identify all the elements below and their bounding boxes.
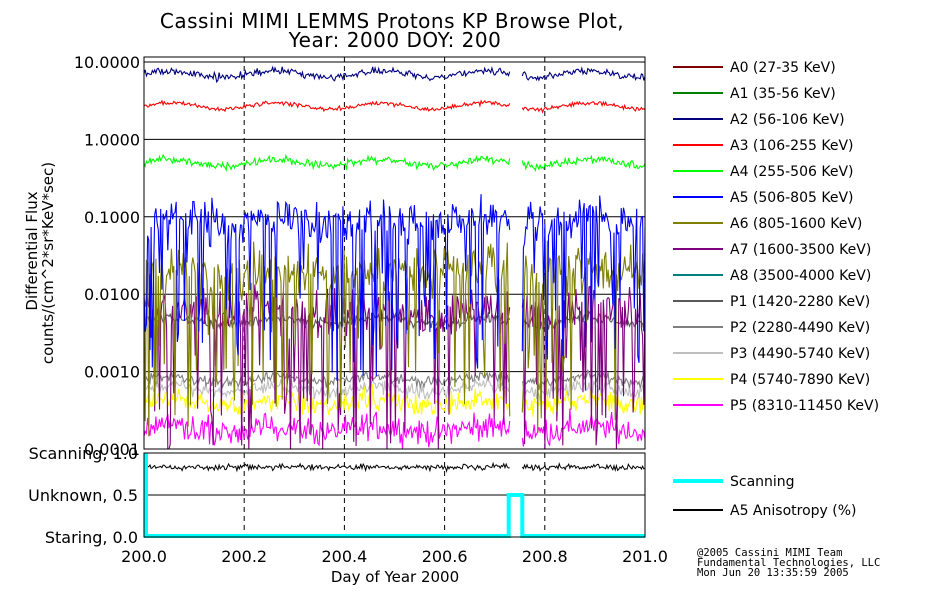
- y-tick-label-0: 10.0000: [74, 53, 140, 72]
- mode-tick-label-2: Staring, 0.0: [45, 528, 138, 547]
- mode-tick-label-1: Unknown, 0.5: [28, 486, 138, 505]
- legend-label: A1 (35-56 KeV): [730, 86, 836, 102]
- series-line-p4-1: [521, 388, 646, 417]
- y-tick-label-1: 1.0000: [84, 130, 140, 149]
- y-tick-label-5: 0.0001: [84, 440, 140, 459]
- legend-entry-p4: P4 (5740-7890 KeV): [673, 372, 870, 388]
- x-tick-label-5: 201.0: [622, 547, 668, 566]
- series-line-a4-1: [521, 154, 646, 172]
- series-line-a3-0: [143, 99, 511, 113]
- scanning-mode-line: [144, 453, 645, 538]
- legend-entry-p1: P1 (1420-2280 KeV): [673, 294, 870, 310]
- y-axis-label-line2: counts/(cm^2*sr*KeV*sec): [39, 162, 57, 364]
- legend-entry-a4: A4 (255-506 KeV): [673, 164, 853, 180]
- chart-subtitle: Year: 2000 DOY: 200: [288, 28, 502, 52]
- x-tick-label-3: 200.6: [422, 547, 468, 566]
- series-line-a6-0: [143, 239, 511, 437]
- mode-tick-label-0: Scanning, 1.0: [29, 444, 138, 463]
- series-line-a3-1: [521, 100, 646, 114]
- legend-entry-p2: P2 (2280-4490 KeV): [673, 320, 870, 336]
- legend-entry-a3: A3 (106-255 KeV): [673, 138, 853, 154]
- legend-label: A3 (106-255 KeV): [730, 138, 853, 154]
- legend-label: A0 (27-35 KeV): [730, 60, 836, 76]
- flux-series-group: [143, 65, 646, 450]
- series-line-a6-1: [521, 240, 646, 433]
- legend-label: P1 (1420-2280 KeV): [730, 294, 870, 310]
- series-line-p5-1: [521, 408, 646, 447]
- legend-label: Scanning: [730, 474, 795, 490]
- legend-entry-a7: A7 (1600-3500 KeV): [673, 242, 871, 258]
- y-tick-label-2: 0.1000: [84, 208, 140, 227]
- legend-label: A8 (3500-4000 KeV): [730, 268, 871, 284]
- y-tick-label-4: 0.0010: [84, 363, 140, 382]
- series-line-p5-0: [143, 411, 511, 450]
- legend-entry-p5: P5 (8310-11450 KeV): [673, 398, 879, 414]
- legend-label: A5 (506-805 KeV): [730, 190, 853, 206]
- series-line-a2-1: [521, 66, 646, 82]
- legend-entry-a2: A2 (56-106 KeV): [673, 112, 845, 128]
- y-tick-label-3: 0.0100: [84, 285, 140, 304]
- x-tick-label-0: 200.0: [121, 547, 167, 566]
- legend-label: A5 Anisotropy (%): [730, 503, 857, 519]
- legend-label: A2 (56-106 KeV): [730, 112, 845, 128]
- mode-panel-frame: [143, 452, 646, 538]
- legend-entry-a1: A1 (35-56 KeV): [673, 86, 836, 102]
- anisotropy-line-1: [521, 461, 646, 472]
- credit-line-2: Fundamental Technologies, LLC: [697, 557, 880, 569]
- y-axis-label-line1: Differential Flux: [23, 191, 41, 310]
- chart-title: Cassini MIMI LEMMS Protons KP Browse Plo…: [160, 9, 624, 33]
- legend-entry-mode-1: A5 Anisotropy (%): [673, 503, 857, 519]
- credit-line-1: @2005 Cassini MIMI Team: [697, 547, 842, 559]
- x-axis-label: Day of Year 2000: [331, 568, 459, 586]
- series-line-a5-0: [143, 194, 511, 381]
- legend-label: P5 (8310-11450 KeV): [730, 398, 879, 414]
- legend-entry-mode-0: Scanning: [673, 474, 795, 490]
- x-tick-label-2: 200.4: [321, 547, 367, 566]
- series-line-a5-1: [521, 195, 646, 363]
- x-tick-label-1: 200.2: [221, 547, 267, 566]
- legend-entry-a0: A0 (27-35 KeV): [673, 60, 836, 76]
- flux-panel-frame: [143, 56, 646, 450]
- x-tick-label-4: 200.8: [522, 547, 568, 566]
- legend-entry-a8: A8 (3500-4000 KeV): [673, 268, 871, 284]
- series-line-a4-0: [143, 153, 511, 172]
- credit-line-3: Mon Jun 20 13:35:59 2005: [697, 567, 849, 579]
- legend-label: P3 (4490-5740 KeV): [730, 346, 870, 362]
- legend-entry-p3: P3 (4490-5740 KeV): [673, 346, 870, 362]
- series-line-a2-0: [143, 65, 511, 84]
- legend-label: A7 (1600-3500 KeV): [730, 242, 871, 258]
- legend-label: A4 (255-506 KeV): [730, 164, 853, 180]
- legend-entry-a5: A5 (506-805 KeV): [673, 190, 853, 206]
- legend-entry-a6: A6 (805-1600 KeV): [673, 216, 862, 232]
- legend-label: P2 (2280-4490 KeV): [730, 320, 870, 336]
- legend-label: A6 (805-1600 KeV): [730, 216, 862, 232]
- anisotropy-line-0: [143, 461, 510, 473]
- legend-label: P4 (5740-7890 KeV): [730, 372, 870, 388]
